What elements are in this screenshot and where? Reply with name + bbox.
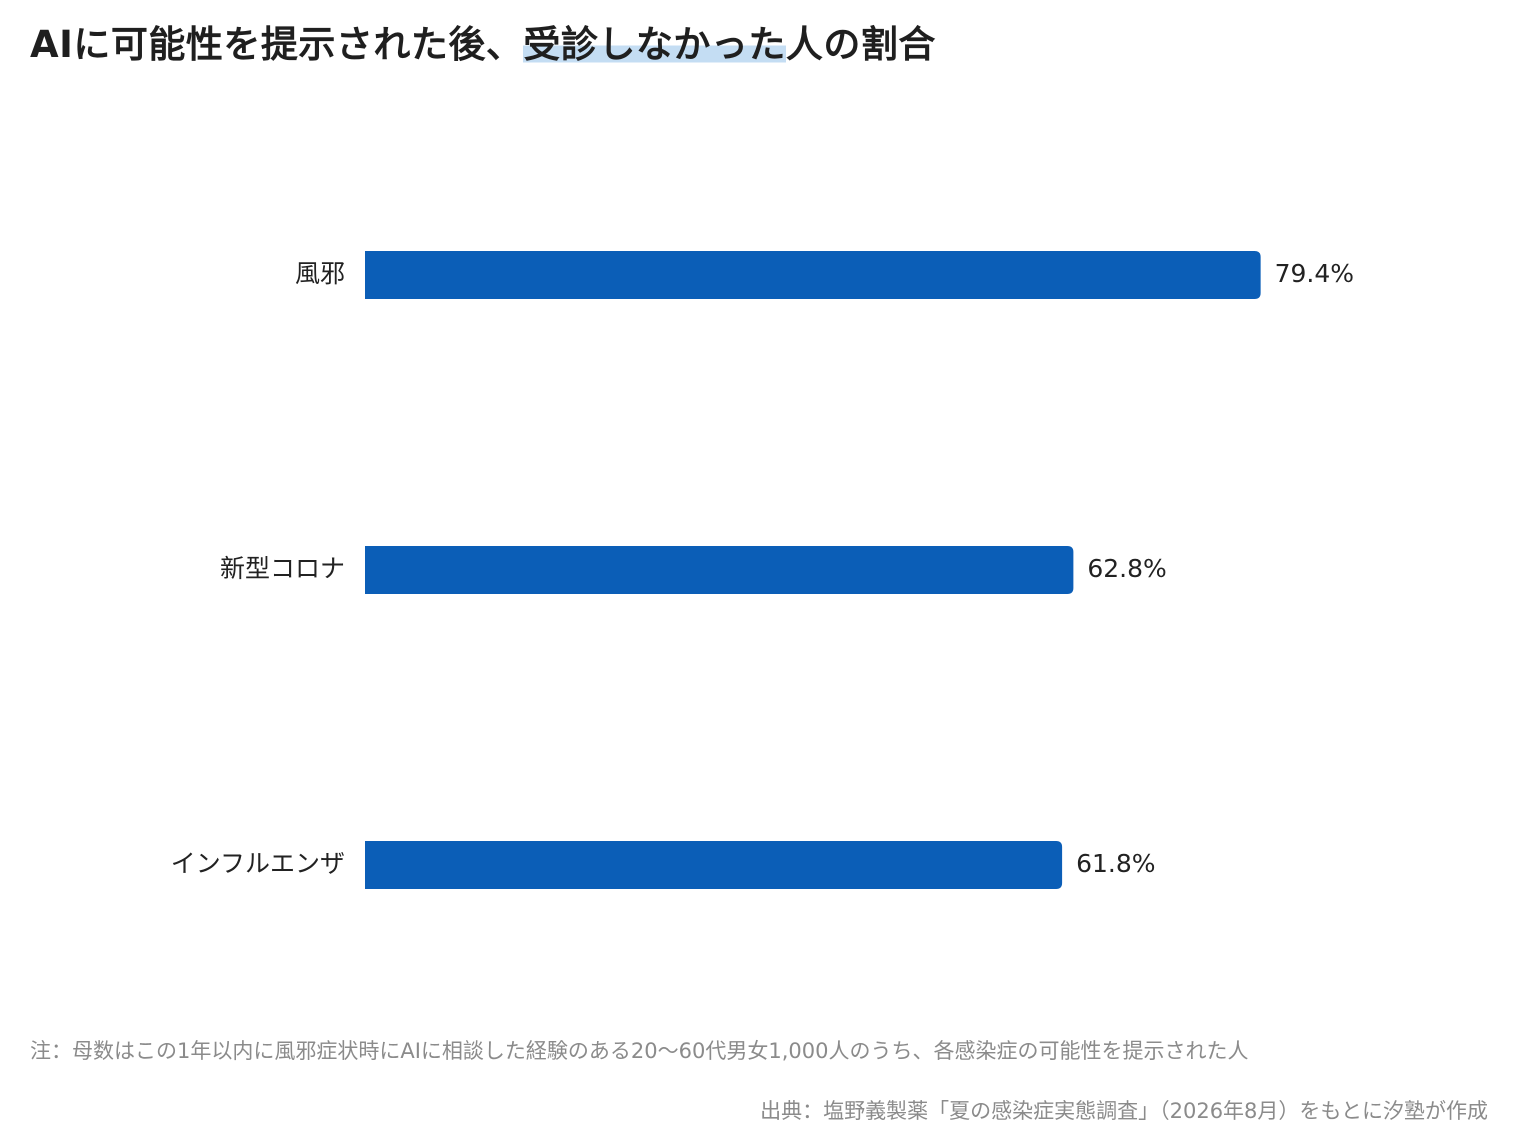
- category-label-shingata-corona: 新型コロナ: [220, 554, 345, 583]
- title-highlight: 受診しなかった: [523, 23, 786, 66]
- chart-title: AIに可能性を提示された後、受診しなかった人の割合: [30, 14, 936, 68]
- value-label-influenza: 61.8%: [1076, 849, 1155, 878]
- bar-kaze: [365, 251, 1261, 299]
- bar-chart: 風邪 79.4% 新型コロナ 62.8% インフルエンザ 61.8%: [171, 251, 1354, 889]
- category-label-influenza: インフルエンザ: [171, 849, 345, 878]
- source-credit: 出典：塩野義製薬「夏の感染症実態調査」（2026年8月）をもとに汐塾が作成: [760, 1099, 1488, 1123]
- value-label-shingata-corona: 62.8%: [1087, 554, 1166, 583]
- bar-shingata-corona: [365, 546, 1074, 594]
- title-text-before: AIに可能性を提示された後、: [30, 23, 524, 66]
- value-label-kaze: 79.4%: [1275, 259, 1354, 288]
- category-label-kaze: 風邪: [295, 259, 345, 288]
- footnote: 注：母数はこの1年以内に風邪症状時にAIに相談した経験のある20〜60代男女1,…: [30, 1039, 1249, 1063]
- bar-influenza: [365, 841, 1063, 889]
- title-text-after: 人の割合: [785, 23, 936, 66]
